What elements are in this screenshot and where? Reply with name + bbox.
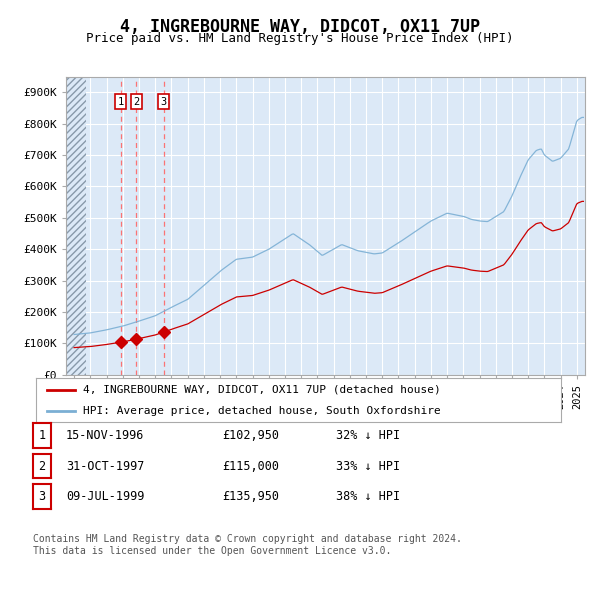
Text: Price paid vs. HM Land Registry's House Price Index (HPI): Price paid vs. HM Land Registry's House … [86,32,514,45]
Text: 1: 1 [118,97,124,107]
Text: 15-NOV-1996: 15-NOV-1996 [66,429,145,442]
Text: 2: 2 [133,97,139,107]
Text: 09-JUL-1999: 09-JUL-1999 [66,490,145,503]
Text: HPI: Average price, detached house, South Oxfordshire: HPI: Average price, detached house, Sout… [83,406,441,416]
Text: 3: 3 [38,490,46,503]
Text: 1: 1 [38,429,46,442]
Text: 4, INGREBOURNE WAY, DIDCOT, OX11 7UP (detached house): 4, INGREBOURNE WAY, DIDCOT, OX11 7UP (de… [83,385,441,395]
Bar [66,77,86,375]
Text: 31-OCT-1997: 31-OCT-1997 [66,460,145,473]
Text: 32% ↓ HPI: 32% ↓ HPI [336,429,400,442]
Text: 2: 2 [38,460,46,473]
Text: Contains HM Land Registry data © Crown copyright and database right 2024.
This d: Contains HM Land Registry data © Crown c… [33,534,462,556]
Text: £102,950: £102,950 [222,429,279,442]
Text: 33% ↓ HPI: 33% ↓ HPI [336,460,400,473]
Text: 38% ↓ HPI: 38% ↓ HPI [336,490,400,503]
Text: £135,950: £135,950 [222,490,279,503]
Text: 3: 3 [161,97,167,107]
Text: £115,000: £115,000 [222,460,279,473]
Text: 4, INGREBOURNE WAY, DIDCOT, OX11 7UP: 4, INGREBOURNE WAY, DIDCOT, OX11 7UP [120,18,480,36]
